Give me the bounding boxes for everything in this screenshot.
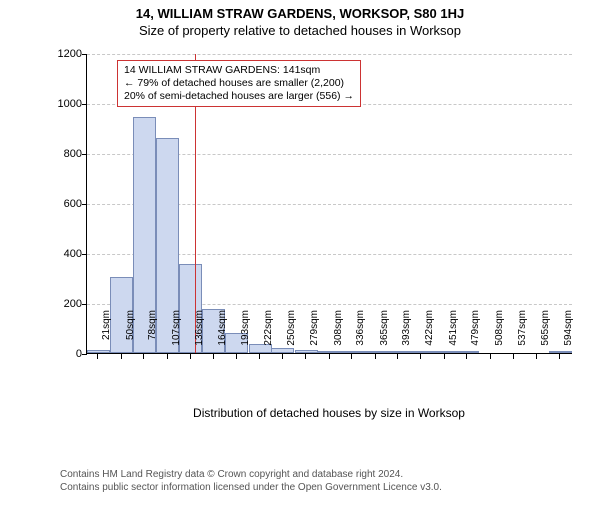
ytick-label: 0	[52, 348, 82, 360]
xtick-label: 365sqm	[379, 310, 390, 358]
xtick-mark	[420, 354, 421, 359]
xtick-label: 50sqm	[125, 310, 136, 358]
ytick-label: 600	[52, 198, 82, 210]
ytick-label: 1200	[52, 48, 82, 60]
xtick-label: 479sqm	[470, 310, 481, 358]
xtick-label: 279sqm	[309, 310, 320, 358]
xtick-mark	[375, 354, 376, 359]
xtick-mark	[329, 354, 330, 359]
xtick-mark	[536, 354, 537, 359]
grid-line	[87, 54, 572, 55]
ytick-label: 400	[52, 248, 82, 260]
xtick-label: 107sqm	[171, 310, 182, 358]
ytick-mark	[82, 104, 87, 105]
plot-area: 14 WILLIAM STRAW GARDENS: 141sqm ← 79% o…	[86, 54, 572, 354]
chart-subtitle: Size of property relative to detached ho…	[0, 23, 600, 38]
ytick-label: 200	[52, 298, 82, 310]
xtick-mark	[351, 354, 352, 359]
xtick-mark	[167, 354, 168, 359]
xtick-mark	[490, 354, 491, 359]
xtick-mark	[466, 354, 467, 359]
xtick-mark	[559, 354, 560, 359]
xtick-label: 250sqm	[286, 310, 297, 358]
xtick-label: 222sqm	[263, 310, 274, 358]
annotation-line-2: ← 79% of detached houses are smaller (2,…	[124, 77, 354, 90]
annotation-line-1: 14 WILLIAM STRAW GARDENS: 141sqm	[124, 64, 354, 77]
xtick-label: 136sqm	[194, 310, 205, 358]
ytick-mark	[82, 54, 87, 55]
ytick-mark	[82, 154, 87, 155]
xtick-mark	[190, 354, 191, 359]
xtick-label: 422sqm	[424, 310, 435, 358]
xtick-mark	[513, 354, 514, 359]
footer-line-1: Contains HM Land Registry data © Crown c…	[60, 468, 442, 481]
xtick-label: 78sqm	[147, 310, 158, 358]
annotation-box: 14 WILLIAM STRAW GARDENS: 141sqm ← 79% o…	[117, 60, 361, 107]
xtick-mark	[143, 354, 144, 359]
xtick-label: 164sqm	[217, 310, 228, 358]
xtick-label: 336sqm	[355, 310, 366, 358]
xtick-label: 508sqm	[494, 310, 505, 358]
x-axis-label: Distribution of detached houses by size …	[86, 406, 572, 420]
xtick-label: 308sqm	[333, 310, 344, 358]
ytick-mark	[82, 254, 87, 255]
xtick-mark	[121, 354, 122, 359]
xtick-label: 451sqm	[448, 310, 459, 358]
xtick-mark	[213, 354, 214, 359]
xtick-label: 594sqm	[563, 310, 574, 358]
xtick-label: 537sqm	[517, 310, 528, 358]
chart-address-title: 14, WILLIAM STRAW GARDENS, WORKSOP, S80 …	[0, 6, 600, 21]
footer-attribution: Contains HM Land Registry data © Crown c…	[60, 468, 442, 494]
xtick-label: 21sqm	[101, 310, 112, 358]
xtick-mark	[282, 354, 283, 359]
xtick-label: 393sqm	[401, 310, 412, 358]
xtick-mark	[444, 354, 445, 359]
xtick-mark	[236, 354, 237, 359]
ytick-mark	[82, 304, 87, 305]
xtick-mark	[97, 354, 98, 359]
ytick-label: 1000	[52, 98, 82, 110]
ytick-mark	[82, 354, 87, 355]
ytick-label: 800	[52, 148, 82, 160]
histogram-chart: Number of detached properties 14 WILLIAM…	[52, 54, 572, 394]
xtick-mark	[259, 354, 260, 359]
xtick-mark	[305, 354, 306, 359]
xtick-mark	[397, 354, 398, 359]
ytick-mark	[82, 204, 87, 205]
xtick-label: 193sqm	[240, 310, 251, 358]
xtick-label: 565sqm	[540, 310, 551, 358]
annotation-line-3: 20% of semi-detached houses are larger (…	[124, 90, 354, 103]
footer-line-2: Contains public sector information licen…	[60, 481, 442, 494]
